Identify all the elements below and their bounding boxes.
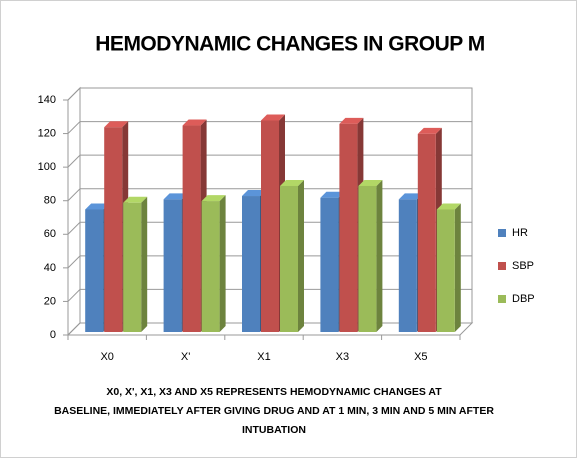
y-tick-label: 80 <box>44 195 56 207</box>
bar-top <box>280 179 304 186</box>
legend-swatch <box>498 262 506 270</box>
y-tick-label: 120 <box>38 127 56 139</box>
legend-label: HR <box>512 227 528 239</box>
bar-top <box>320 191 345 198</box>
caption: INTUBATION <box>242 424 306 436</box>
bar-top <box>163 193 188 200</box>
bar-side <box>219 195 226 332</box>
bar-top <box>201 195 226 202</box>
bar <box>398 199 417 332</box>
bar <box>163 199 182 332</box>
bar <box>339 123 358 332</box>
grid-line <box>67 121 472 134</box>
bar <box>320 197 339 332</box>
y-tick-label: 0 <box>50 329 56 341</box>
legend-label: SBP <box>512 260 534 272</box>
bar-side <box>141 196 148 332</box>
y-tick-label: 140 <box>38 94 56 106</box>
bar <box>242 196 260 332</box>
bar-top <box>261 114 285 121</box>
y-tick-label: 60 <box>44 228 56 240</box>
bar-side <box>298 179 304 332</box>
bar <box>123 202 142 332</box>
x-tick-label: X1 <box>257 351 270 363</box>
x-tick-label: X3 <box>336 351 349 363</box>
bar-side <box>376 179 383 332</box>
caption: X0, X', X1, X3 AND X5 REPRESENTS HEMODYN… <box>106 386 442 398</box>
side-wall <box>67 86 81 337</box>
grid-line <box>67 87 472 101</box>
bar-top <box>358 179 383 186</box>
bar-top <box>398 193 423 200</box>
bar <box>182 125 201 333</box>
bar <box>417 133 436 332</box>
bar-top <box>436 203 461 210</box>
bar-top <box>182 119 207 126</box>
bar-top <box>339 117 364 124</box>
y-tick-label: 40 <box>44 262 56 274</box>
x-tick-label: X' <box>181 351 190 363</box>
y-tick-label: 100 <box>38 161 56 173</box>
x-tick-label: X5 <box>414 351 427 363</box>
chart-title: HEMODYNAMIC CHANGES IN GROUP M <box>95 33 484 56</box>
x-tick-label: X0 <box>100 351 113 363</box>
bar-side <box>454 203 461 332</box>
bar <box>104 127 123 332</box>
bar <box>358 185 377 332</box>
caption: BASELINE, IMMEDIATELY AFTER GIVING DRUG … <box>54 405 494 417</box>
bar <box>85 209 104 332</box>
bar-top <box>104 121 129 128</box>
y-tick-label: 20 <box>44 295 56 307</box>
bar <box>201 201 220 332</box>
bar-top <box>417 127 442 134</box>
bar <box>261 120 279 332</box>
legend-label: DBP <box>512 293 535 305</box>
bar-top <box>85 203 110 210</box>
bar <box>280 185 298 332</box>
legend-swatch <box>498 229 506 237</box>
bar <box>436 209 455 332</box>
bar-top <box>242 190 266 197</box>
legend-swatch <box>498 295 506 303</box>
bar-top <box>123 196 148 203</box>
